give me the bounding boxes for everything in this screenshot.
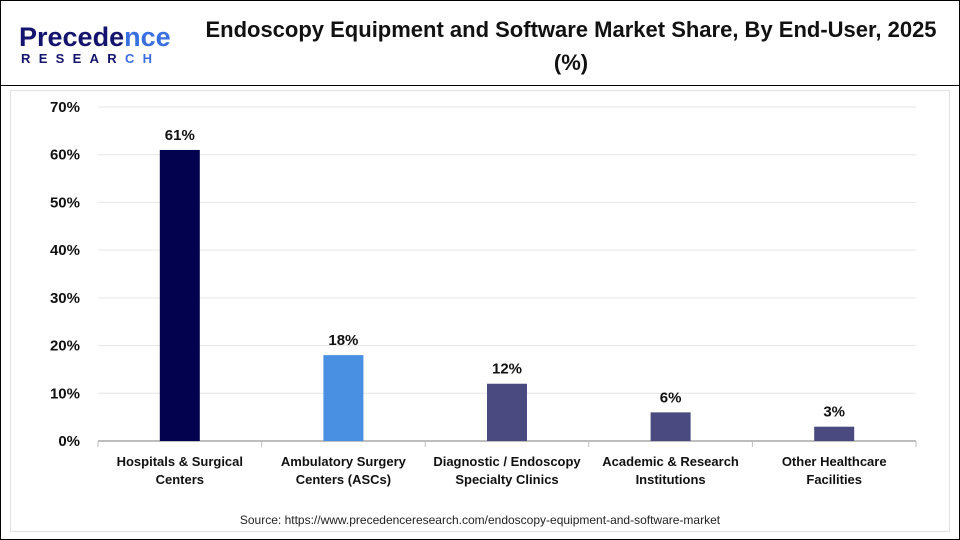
data-label: 3% bbox=[823, 404, 845, 421]
plot-area bbox=[10, 90, 950, 532]
y-tick-label: 40% bbox=[50, 242, 80, 259]
x-tick-label: Facilities bbox=[806, 472, 862, 487]
y-tick-label: 10% bbox=[50, 385, 80, 402]
x-tick-label: Centers (ASCs) bbox=[296, 472, 391, 487]
x-tick-label: Hospitals & Surgical bbox=[117, 454, 243, 469]
x-tick-label: Other Healthcare bbox=[782, 454, 887, 469]
x-tick-label: Institutions bbox=[636, 472, 706, 487]
chart-title: Endoscopy Equipment and Software Market … bbox=[205, 17, 937, 75]
y-tick-label: 70% bbox=[50, 99, 80, 116]
data-label: 61% bbox=[165, 127, 195, 144]
data-label: 18% bbox=[328, 332, 358, 349]
y-tick-label: 30% bbox=[50, 290, 80, 307]
source-note: Source: https://www.precedenceresearch.c… bbox=[239, 513, 721, 527]
bar bbox=[487, 383, 527, 441]
x-tick-label: Diagnostic / Endoscopy bbox=[433, 454, 581, 469]
data-label: 12% bbox=[492, 361, 522, 378]
bar bbox=[323, 355, 364, 441]
bar bbox=[159, 149, 200, 441]
x-tick-label: Specialty Clinics bbox=[455, 472, 558, 487]
y-tick-label: 0% bbox=[58, 433, 80, 450]
y-tick-label: 20% bbox=[50, 338, 80, 355]
data-label: 6% bbox=[660, 389, 682, 406]
x-tick-label: Centers bbox=[156, 472, 204, 487]
precedence-research-logo: Precedence RESEARCH bbox=[19, 22, 171, 66]
bar bbox=[650, 412, 691, 441]
y-tick-label: 50% bbox=[50, 194, 80, 211]
x-tick-label: Ambulatory Surgery bbox=[281, 454, 407, 469]
header: Precedence RESEARCH Endoscopy Equipment … bbox=[1, 1, 959, 86]
y-tick-label: 60% bbox=[50, 147, 80, 164]
bar bbox=[814, 426, 855, 441]
x-tick-label: Academic & Research bbox=[602, 454, 739, 469]
